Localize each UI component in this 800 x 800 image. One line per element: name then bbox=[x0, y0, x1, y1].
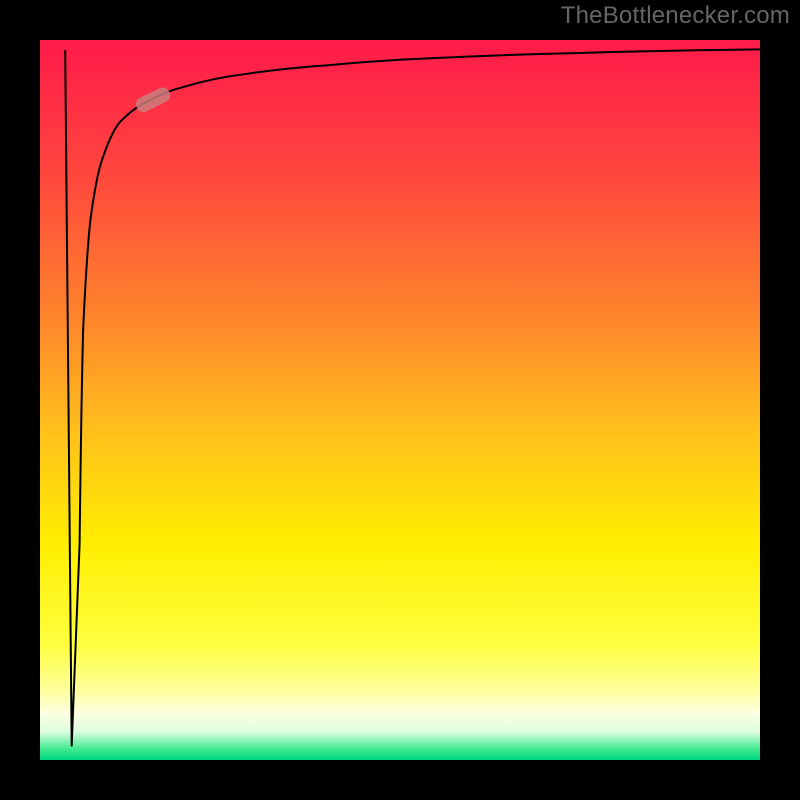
bottleneck-chart: TheBottlenecker.com bbox=[0, 0, 800, 800]
watermark-text: TheBottlenecker.com bbox=[561, 2, 790, 30]
plot-area bbox=[40, 40, 760, 760]
chart-canvas bbox=[0, 0, 800, 800]
